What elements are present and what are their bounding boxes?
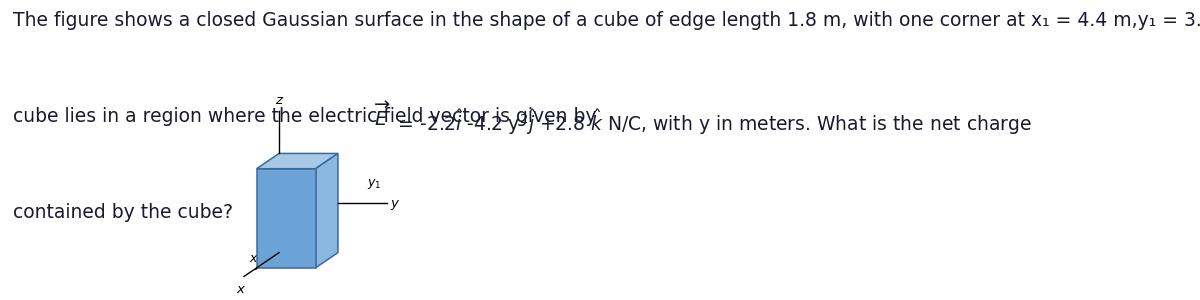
Polygon shape <box>257 153 338 169</box>
Text: $y_1$: $y_1$ <box>367 177 382 190</box>
Polygon shape <box>257 169 316 268</box>
Polygon shape <box>316 153 338 268</box>
Text: $\overrightarrow{E}$: $\overrightarrow{E}$ <box>374 101 391 130</box>
Text: The figure shows a closed Gaussian surface in the shape of a cube of edge length: The figure shows a closed Gaussian surfa… <box>13 11 1200 30</box>
Text: x: x <box>236 283 245 296</box>
Text: contained by the cube?: contained by the cube? <box>13 203 233 222</box>
Text: = -2.2$\hat{i}$ -4.2 y$^{2}$$\hat{j}$ +2.8 $\hat{k}$ N/C, with y in meters. What: = -2.2$\hat{i}$ -4.2 y$^{2}$$\hat{j}$ +2… <box>392 107 1032 137</box>
Text: cube lies in a region where the electric field vector is given by: cube lies in a region where the electric… <box>13 107 596 126</box>
Text: $x_1$: $x_1$ <box>250 254 264 267</box>
Text: z: z <box>276 94 282 107</box>
Text: y: y <box>390 196 398 209</box>
